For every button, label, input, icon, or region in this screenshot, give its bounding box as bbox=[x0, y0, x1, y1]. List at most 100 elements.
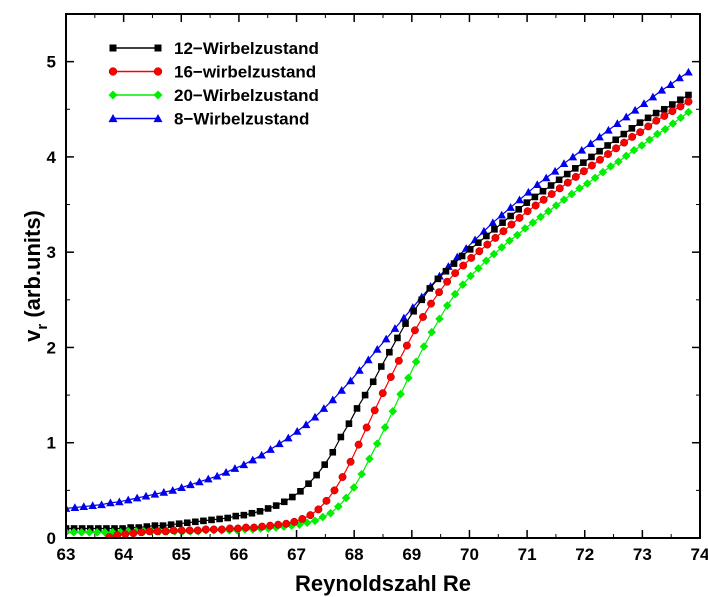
data-point bbox=[620, 138, 629, 147]
data-point bbox=[193, 526, 202, 535]
series-1 bbox=[105, 97, 693, 538]
x-tick-label: 64 bbox=[114, 545, 133, 564]
x-tick-label: 65 bbox=[172, 545, 191, 564]
data-point bbox=[506, 203, 515, 211]
data-point bbox=[310, 412, 320, 421]
data-point bbox=[531, 193, 539, 201]
data-point bbox=[127, 524, 134, 531]
data-point bbox=[66, 525, 70, 532]
data-point bbox=[217, 525, 226, 534]
data-point bbox=[539, 187, 547, 195]
data-point bbox=[598, 167, 608, 177]
data-point bbox=[364, 355, 373, 364]
data-point bbox=[69, 527, 79, 537]
y-tick-label: 4 bbox=[47, 148, 57, 167]
data-point bbox=[590, 173, 600, 183]
data-point bbox=[418, 296, 425, 304]
data-point bbox=[177, 483, 186, 491]
data-point bbox=[248, 509, 256, 517]
data-point bbox=[410, 326, 419, 335]
data-point bbox=[321, 461, 328, 468]
x-tick-label: 74 bbox=[691, 545, 708, 564]
legend-marker-end bbox=[153, 90, 163, 100]
data-point bbox=[481, 256, 491, 266]
data-point bbox=[208, 516, 215, 524]
data-point bbox=[410, 307, 417, 315]
data-point bbox=[329, 448, 337, 456]
data-point bbox=[544, 206, 553, 216]
data-point bbox=[119, 525, 126, 532]
data-point bbox=[528, 218, 538, 227]
data-point bbox=[334, 502, 343, 511]
data-point bbox=[666, 80, 675, 88]
data-point bbox=[365, 454, 374, 464]
data-point bbox=[475, 247, 484, 256]
legend-marker-end bbox=[154, 44, 162, 52]
y-tick-label: 2 bbox=[47, 338, 56, 357]
data-point bbox=[539, 195, 548, 204]
data-point bbox=[621, 151, 631, 161]
data-point bbox=[684, 107, 693, 117]
data-point bbox=[399, 313, 409, 322]
legend: 12−Wirbelzustand 16−wirbelzustand 20−Wirbe… bbox=[108, 39, 319, 129]
data-point bbox=[354, 440, 363, 449]
data-point bbox=[497, 243, 507, 252]
data-point bbox=[596, 155, 604, 164]
data-point bbox=[434, 275, 442, 283]
data-point bbox=[559, 159, 569, 168]
series-layer bbox=[66, 67, 693, 538]
data-point bbox=[153, 527, 162, 536]
data-point bbox=[106, 498, 115, 507]
data-point bbox=[450, 260, 458, 267]
data-point bbox=[630, 105, 640, 114]
series-2 bbox=[66, 107, 693, 537]
data-point bbox=[596, 147, 603, 155]
data-point bbox=[169, 526, 178, 535]
data-point bbox=[369, 378, 377, 386]
data-point bbox=[621, 112, 631, 121]
data-point bbox=[435, 288, 444, 297]
data-point bbox=[88, 501, 97, 510]
data-point bbox=[132, 493, 142, 502]
y-axis-label-rest: (arb.units) bbox=[20, 210, 45, 324]
data-point bbox=[318, 512, 328, 522]
data-point bbox=[135, 524, 143, 531]
data-point bbox=[427, 327, 437, 337]
data-point bbox=[264, 505, 272, 512]
data-point bbox=[137, 528, 146, 537]
data-point bbox=[97, 500, 106, 509]
data-point bbox=[507, 212, 514, 220]
legend-marker-start bbox=[108, 90, 118, 100]
data-point bbox=[185, 526, 194, 535]
y-axis-label-main: v bbox=[20, 329, 45, 342]
data-point bbox=[341, 493, 351, 503]
data-point bbox=[86, 525, 94, 532]
data-point bbox=[628, 125, 636, 132]
data-point bbox=[230, 464, 240, 472]
data-point bbox=[668, 107, 677, 116]
data-point bbox=[451, 269, 460, 278]
data-point bbox=[85, 527, 94, 537]
x-tick-label: 63 bbox=[57, 545, 76, 564]
data-point bbox=[212, 471, 222, 480]
data-point bbox=[604, 142, 611, 149]
data-point bbox=[280, 498, 288, 506]
data-point bbox=[79, 502, 89, 510]
data-point bbox=[512, 230, 522, 240]
x-tick-label: 72 bbox=[575, 545, 594, 564]
data-point bbox=[113, 531, 122, 538]
data-point bbox=[209, 525, 218, 534]
data-point bbox=[322, 496, 331, 505]
data-point bbox=[668, 119, 678, 128]
data-point bbox=[301, 420, 311, 429]
data-point bbox=[224, 514, 231, 522]
data-point bbox=[380, 423, 390, 432]
data-point bbox=[239, 460, 249, 469]
y-tick-label: 3 bbox=[47, 243, 56, 262]
data-point bbox=[372, 345, 382, 353]
data-point bbox=[660, 105, 668, 113]
y-axis-label: vr (arb.units) bbox=[20, 210, 51, 342]
data-point bbox=[524, 187, 533, 196]
data-point bbox=[579, 167, 588, 176]
